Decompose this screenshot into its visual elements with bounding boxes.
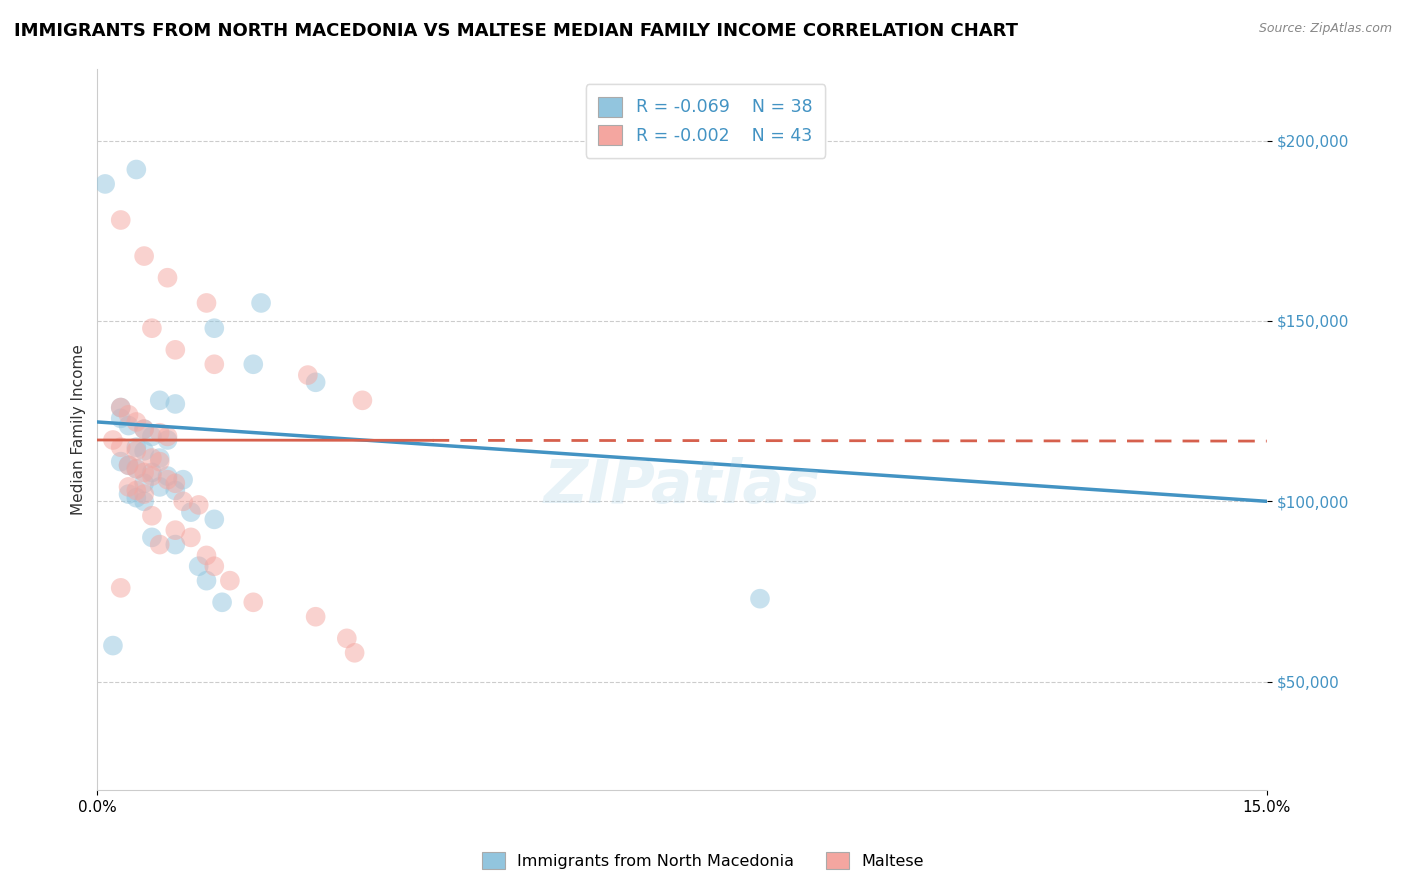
Point xyxy=(156,473,179,487)
Point xyxy=(336,632,359,646)
Point xyxy=(165,343,187,357)
Point xyxy=(141,429,163,443)
Text: ZIPatlas: ZIPatlas xyxy=(544,458,821,516)
Point xyxy=(125,443,148,458)
Point xyxy=(165,523,187,537)
Point xyxy=(180,530,202,544)
Point xyxy=(134,494,156,508)
Point xyxy=(117,458,139,473)
Point xyxy=(149,425,172,440)
Point xyxy=(195,549,218,563)
Point xyxy=(110,401,132,415)
Point xyxy=(195,574,218,588)
Point xyxy=(134,466,156,480)
Point xyxy=(125,440,148,454)
Point xyxy=(156,270,179,285)
Point xyxy=(165,476,187,491)
Point xyxy=(202,321,225,335)
Point xyxy=(125,462,148,476)
Point xyxy=(117,408,139,422)
Point xyxy=(110,581,132,595)
Point xyxy=(134,422,156,436)
Point xyxy=(134,249,156,263)
Point xyxy=(165,538,187,552)
Point xyxy=(141,469,163,483)
Point xyxy=(218,574,240,588)
Point xyxy=(165,397,187,411)
Point xyxy=(250,296,273,310)
Point xyxy=(172,494,194,508)
Y-axis label: Median Family Income: Median Family Income xyxy=(72,343,86,515)
Point xyxy=(134,487,156,501)
Point xyxy=(141,530,163,544)
Point xyxy=(149,450,172,465)
Text: IMMIGRANTS FROM NORTH MACEDONIA VS MALTESE MEDIAN FAMILY INCOME CORRELATION CHAR: IMMIGRANTS FROM NORTH MACEDONIA VS MALTE… xyxy=(14,22,1018,40)
Point xyxy=(343,646,366,660)
Point xyxy=(242,595,264,609)
Point xyxy=(134,443,156,458)
Point xyxy=(172,473,194,487)
Point xyxy=(117,480,139,494)
Point xyxy=(156,429,179,443)
Point xyxy=(141,321,163,335)
Point xyxy=(110,401,132,415)
Point xyxy=(141,466,163,480)
Point xyxy=(149,455,172,469)
Point xyxy=(117,418,139,433)
Point xyxy=(94,177,117,191)
Point xyxy=(202,512,225,526)
Point xyxy=(125,162,148,177)
Point xyxy=(101,639,124,653)
Point xyxy=(187,498,209,512)
Point xyxy=(125,415,148,429)
Point xyxy=(149,538,172,552)
Point xyxy=(202,357,225,371)
Point xyxy=(149,393,172,408)
Legend: Immigrants from North Macedonia, Maltese: Immigrants from North Macedonia, Maltese xyxy=(475,846,931,875)
Point xyxy=(156,469,179,483)
Point xyxy=(117,458,139,473)
Point xyxy=(110,440,132,454)
Point xyxy=(180,505,202,519)
Point xyxy=(195,296,218,310)
Text: Source: ZipAtlas.com: Source: ZipAtlas.com xyxy=(1258,22,1392,36)
Point xyxy=(242,357,264,371)
Point xyxy=(125,483,148,498)
Point xyxy=(141,450,163,465)
Point xyxy=(352,393,374,408)
Point xyxy=(110,411,132,425)
Point xyxy=(202,559,225,574)
Point xyxy=(110,455,132,469)
Point xyxy=(141,508,163,523)
Point xyxy=(211,595,233,609)
Point xyxy=(187,559,209,574)
Point xyxy=(297,368,319,382)
Point xyxy=(134,476,156,491)
Point xyxy=(304,609,326,624)
Point xyxy=(165,483,187,498)
Point xyxy=(125,462,148,476)
Point xyxy=(117,487,139,501)
Point xyxy=(749,591,772,606)
Point xyxy=(156,433,179,447)
Point xyxy=(110,213,132,227)
Point xyxy=(125,491,148,505)
Point xyxy=(304,376,326,390)
Legend: R = -0.069    N = 38, R = -0.002    N = 43: R = -0.069 N = 38, R = -0.002 N = 43 xyxy=(586,85,825,158)
Point xyxy=(101,433,124,447)
Point xyxy=(134,422,156,436)
Point xyxy=(149,480,172,494)
